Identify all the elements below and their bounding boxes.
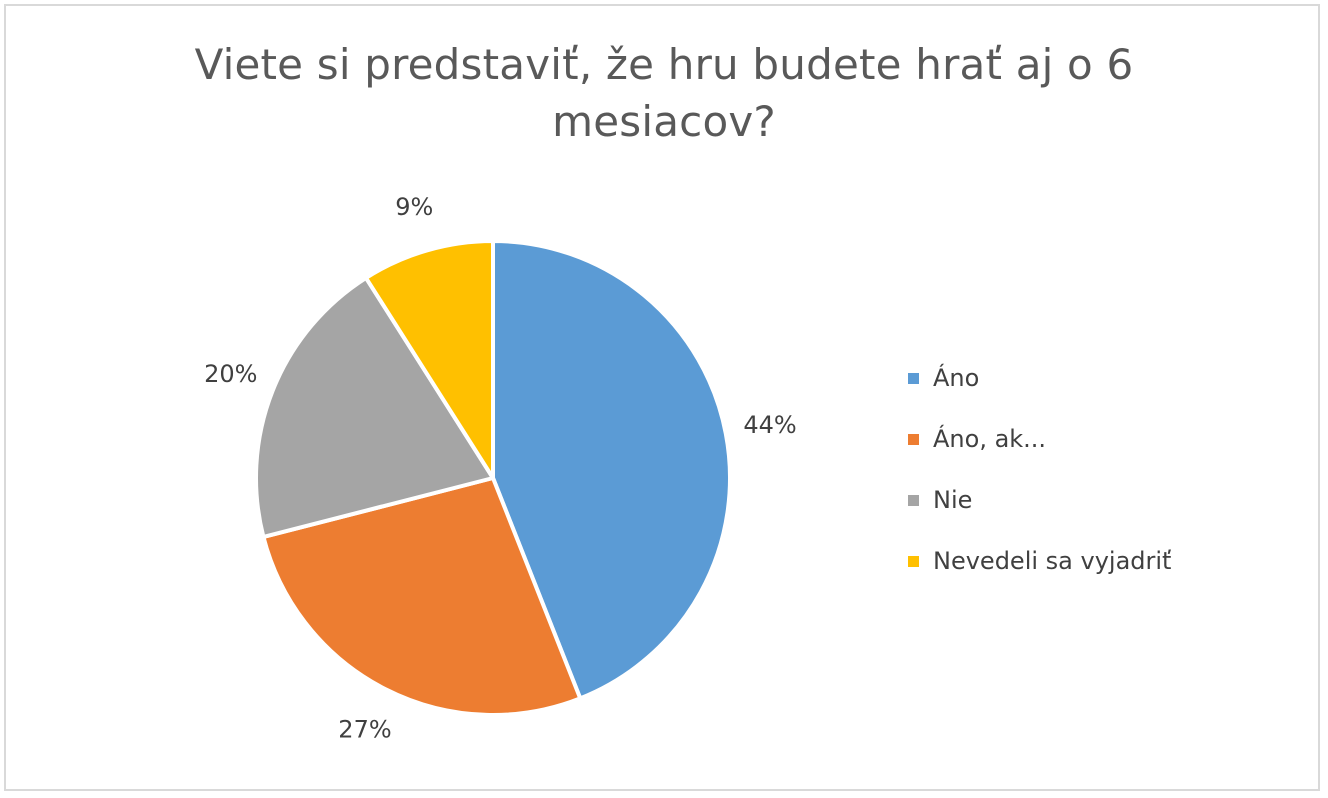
- data-label-nevedeli: 9%: [395, 193, 433, 221]
- legend-label: Áno: [933, 364, 980, 392]
- data-label-nie: 20%: [204, 360, 257, 388]
- pie-slice-nie: [254, 275, 495, 539]
- data-label-ano-ak: 27%: [338, 715, 391, 743]
- data-label-ano: 44%: [743, 411, 796, 439]
- legend-swatch: [908, 555, 919, 567]
- legend-swatch: [908, 433, 919, 445]
- chart-title: Viete si predstaviť, že hru budete hrať …: [194, 40, 1134, 146]
- legend-item-nie: Nie: [908, 480, 1288, 520]
- legend-label: Áno, ak...: [933, 425, 1047, 453]
- legend-swatch: [908, 494, 919, 506]
- legend-item-ano: Áno: [908, 358, 1288, 398]
- pie-slice-ano: [491, 239, 732, 701]
- pie-slice-ano-ak: [261, 476, 583, 717]
- legend-label: Nie: [933, 486, 973, 514]
- legend-item-nevedeli: Nevedeli sa vyjadriť: [908, 541, 1288, 581]
- pie-slice-nevedeli: [364, 239, 495, 480]
- pie-data-labels: 44% 27% 20% 9%: [204, 193, 797, 743]
- chart-legend: Áno Áno, ak... Nie Nevedeli sa vyjadriť: [908, 358, 1288, 602]
- legend-label: Nevedeli sa vyjadriť: [933, 547, 1172, 575]
- legend-item-ano-ak: Áno, ak...: [908, 419, 1288, 459]
- pie-slices: [254, 239, 732, 717]
- legend-swatch: [908, 372, 919, 384]
